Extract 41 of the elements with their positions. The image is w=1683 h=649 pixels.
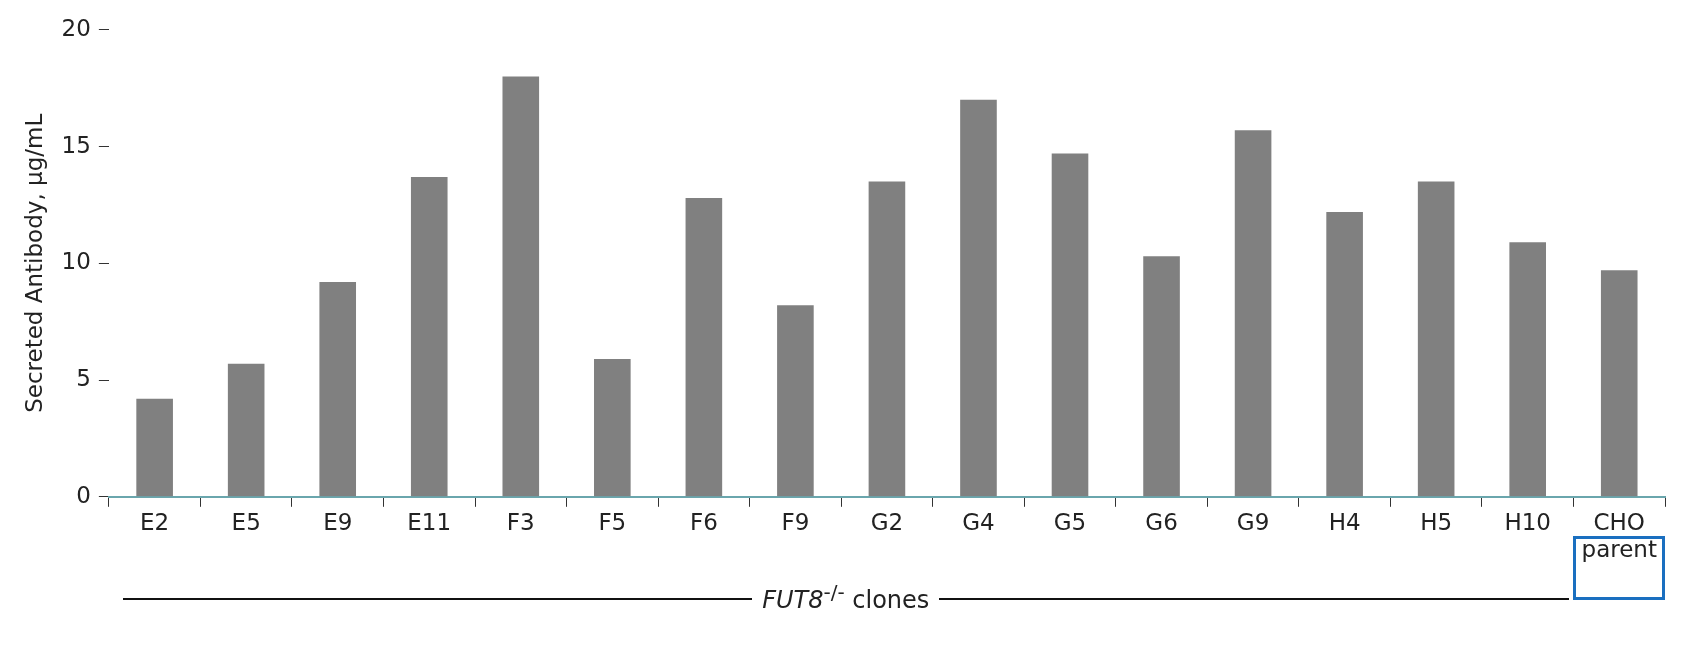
bar — [502, 76, 540, 497]
bar — [227, 363, 265, 497]
bar — [868, 181, 906, 497]
x-axis-title: FUT8$^{-/-}$ clones — [752, 580, 940, 614]
x-tick-label: E2 — [140, 508, 170, 535]
bar — [1051, 153, 1089, 497]
y-tick-label: 0 — [76, 481, 91, 508]
x-tick-label: F6 — [689, 508, 718, 535]
bar — [594, 359, 631, 497]
bar — [777, 305, 814, 497]
bar — [1417, 181, 1455, 497]
bar — [410, 176, 448, 497]
x-tick-label: F3 — [506, 508, 535, 535]
bar — [1600, 270, 1638, 497]
y-axis-title: Secreted Antibody, µg/mL — [20, 113, 47, 413]
x-tick-label: F9 — [781, 508, 810, 535]
x-tick-label: CHO parent — [1581, 508, 1657, 563]
bar — [960, 99, 997, 497]
x-tick-label: G4 — [962, 508, 995, 535]
bar — [685, 197, 723, 497]
bar — [1326, 211, 1363, 497]
x-tick-label: G5 — [1053, 508, 1087, 535]
x-tick-label: H4 — [1328, 508, 1361, 535]
x-tick-label: E5 — [231, 508, 261, 535]
y-tick-label: 5 — [76, 365, 91, 392]
x-tick-label: G9 — [1236, 508, 1270, 535]
x-tick-label: E11 — [407, 508, 452, 535]
x-tick-label: H5 — [1420, 508, 1453, 535]
bar — [1234, 130, 1272, 497]
x-tick-label: F5 — [598, 508, 627, 535]
x-tick-label: E9 — [323, 508, 353, 535]
bar — [136, 398, 173, 497]
x-tick-label: G6 — [1145, 508, 1178, 535]
bar — [1509, 242, 1546, 497]
y-tick-label: 15 — [61, 131, 91, 158]
x-tick-label: G2 — [870, 508, 904, 535]
x-tick-label: H10 — [1504, 508, 1551, 535]
bar — [319, 281, 357, 497]
y-tick-label: 10 — [61, 248, 91, 275]
bar — [1143, 256, 1180, 497]
y-tick-label: 20 — [61, 14, 91, 41]
